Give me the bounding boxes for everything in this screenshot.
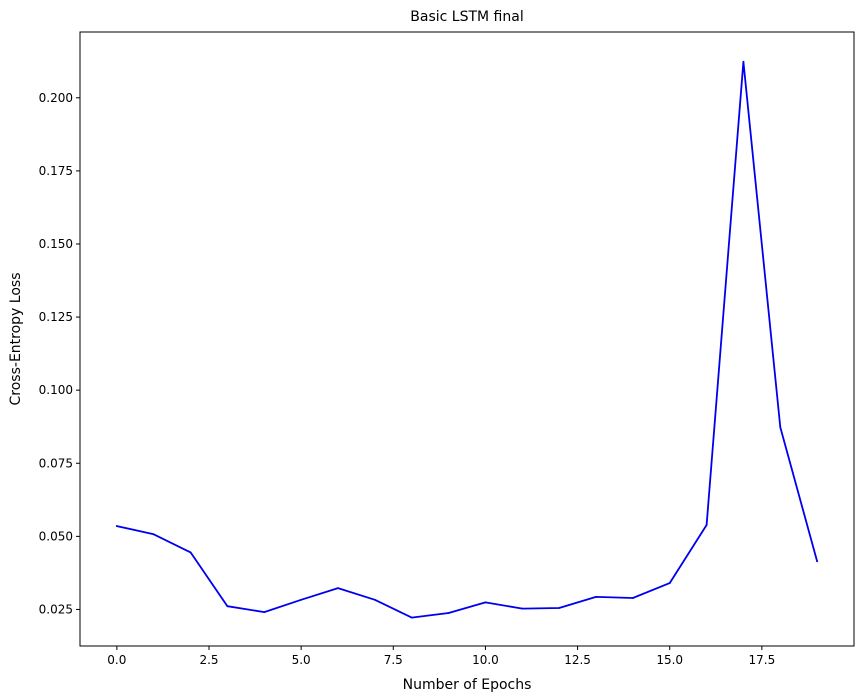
x-tick-label: 2.5 [199,653,218,667]
x-tick-label: 7.5 [384,653,403,667]
data-point [668,582,671,585]
y-tick-label: 0.200 [39,91,73,105]
data-point [300,598,303,601]
data-point [595,595,597,598]
data-point [631,597,634,599]
data-point [779,426,782,429]
data-point [410,616,413,619]
data-point [484,601,487,604]
series-group [115,60,819,619]
data-point [263,611,266,613]
y-tick-label: 0.025 [39,602,73,616]
x-tick-label: 10.0 [472,653,499,667]
y-tick-label: 0.175 [39,164,73,178]
data-point [115,525,118,528]
x-tick-label: 17.5 [748,653,775,667]
x-tick-label: 12.5 [564,653,591,667]
y-tick-label: 0.125 [39,310,73,324]
data-point [373,598,376,601]
data-point [558,607,561,609]
x-tick-label: 5.0 [292,653,311,667]
series-line [116,60,818,619]
chart-title: Basic LSTM final [410,9,523,25]
x-axis-label: Number of Epochs [403,677,532,693]
y-tick-label: 0.100 [39,383,73,397]
plot-frame [79,31,855,647]
x-tick-label: 0.0 [107,653,126,667]
data-point [816,560,819,563]
data-point [152,533,155,536]
data-point [521,607,524,610]
data-point [447,612,450,614]
y-tick-label: 0.150 [39,237,73,251]
y-tick-label: 0.050 [39,529,73,543]
data-point [337,587,339,590]
y-axis-label: Cross-Entropy Loss [8,273,24,406]
data-point [189,551,192,554]
data-point [742,60,745,63]
x-axis: 0.0 2.5 5.0 7.5 10.0 12.5 15.0 17.5 [107,646,775,667]
x-tick-label: 15.0 [656,653,683,667]
data-point [226,605,229,608]
y-tick-label: 0.075 [39,456,73,470]
y-axis: 0.025 0.050 0.075 0.100 0.125 0.150 0.175 0.200 [39,91,80,616]
data-point [705,524,708,526]
